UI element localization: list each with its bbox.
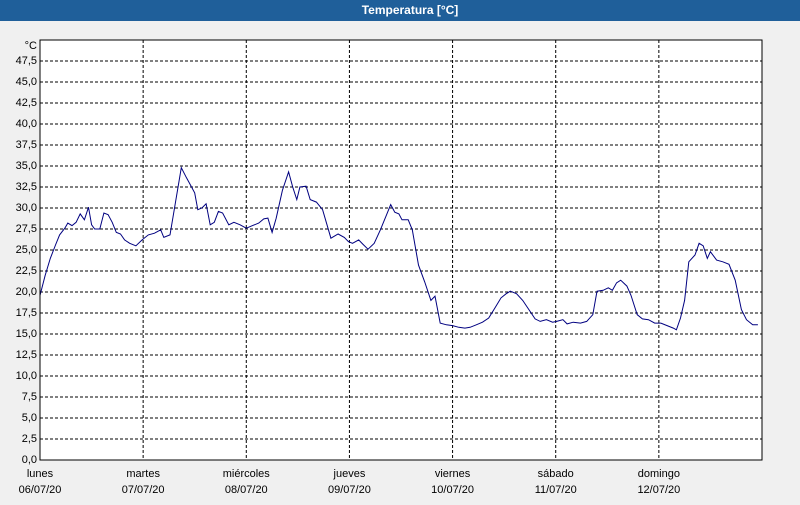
temperature-line xyxy=(39,166,758,331)
y-tick-label: 30,0 xyxy=(16,202,37,214)
x-tick-label: miércoles xyxy=(223,468,271,480)
y-tick-label: 12,5 xyxy=(16,349,37,361)
x-tick-label: lunes xyxy=(27,468,54,480)
x-tick-label: martes xyxy=(126,468,160,480)
x-tick-label: sábado xyxy=(538,468,574,480)
y-tick-label: 35,0 xyxy=(16,160,37,172)
x-tick-label: viernes xyxy=(435,468,471,480)
y-tick-label: 10,0 xyxy=(16,370,37,382)
y-unit: °C xyxy=(25,40,37,52)
y-tick-label: 22,5 xyxy=(16,265,37,277)
x-tick-date: 08/07/20 xyxy=(225,484,268,496)
y-tick-label: 5,0 xyxy=(22,412,37,424)
y-tick-label: 27,5 xyxy=(16,223,37,235)
x-tick-date: 12/07/20 xyxy=(637,484,680,496)
x-tick-date: 07/07/20 xyxy=(122,484,165,496)
y-tick-label: 40,0 xyxy=(16,118,37,130)
x-tick-date: 11/07/20 xyxy=(535,484,577,496)
x-tick-label: jueves xyxy=(333,468,366,480)
y-tick-label: 32,5 xyxy=(16,181,37,193)
x-tick-label: domingo xyxy=(638,468,680,480)
y-tick-label: 2,5 xyxy=(22,433,37,445)
y-tick-label: 47,5 xyxy=(16,55,37,67)
plot-frame xyxy=(39,39,763,461)
y-tick-label: 7,5 xyxy=(22,391,37,403)
y-tick-label: 45,0 xyxy=(16,76,37,88)
x-tick-date: 10/07/20 xyxy=(431,484,474,496)
title-bar xyxy=(0,0,800,21)
y-tick-label: 37,5 xyxy=(16,139,37,151)
y-tick-label: 25,0 xyxy=(16,244,37,256)
y-tick-label: 42,5 xyxy=(16,97,37,109)
y-tick-label: 0,0 xyxy=(22,454,37,466)
chart-title: Temperatura [°C] xyxy=(362,3,459,17)
y-tick-label: 15,0 xyxy=(16,328,37,340)
y-tick-label: 20,0 xyxy=(16,286,37,298)
x-tick-date: 09/07/20 xyxy=(328,484,371,496)
x-tick-date: 06/07/20 xyxy=(19,484,62,496)
y-tick-label: 17,5 xyxy=(16,307,37,319)
